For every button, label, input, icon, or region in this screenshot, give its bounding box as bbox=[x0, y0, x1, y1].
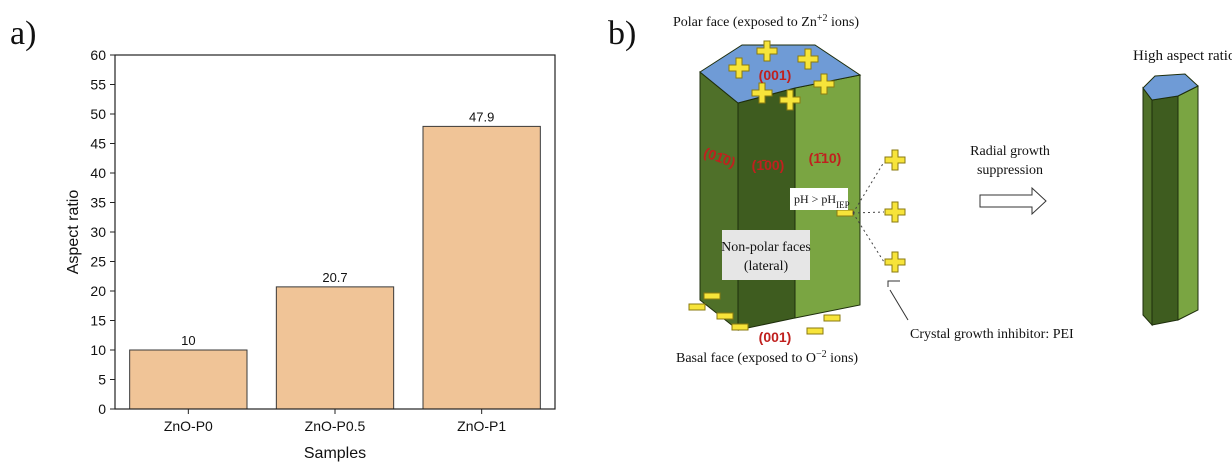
bar bbox=[129, 349, 248, 410]
nonpolar-box bbox=[722, 230, 810, 280]
y-tick-label: 10 bbox=[90, 342, 106, 358]
prism-face bbox=[1177, 85, 1199, 321]
prism-face bbox=[1142, 86, 1153, 327]
y-tick-label: 0 bbox=[98, 401, 106, 417]
arrow bbox=[979, 186, 1047, 216]
y-tick-label: 50 bbox=[90, 106, 106, 122]
polar-face-label: Polar face (exposed to Zn+2 ions) bbox=[673, 13, 859, 31]
nonpolar-label: Non-polar faces bbox=[721, 240, 811, 255]
inhibitor-label: Crystal growth inhibitor: PEI bbox=[910, 327, 1074, 342]
bracket bbox=[887, 280, 900, 287]
basal-face-label: Basal face (exposed to O−2 ions) bbox=[676, 349, 858, 367]
facet-label: (001) bbox=[759, 67, 792, 83]
facet-label: (001) bbox=[759, 329, 792, 345]
y-tick-label: 15 bbox=[90, 313, 106, 329]
x-tick-label: ZnO-P1 bbox=[457, 418, 506, 434]
y-tick-label: 45 bbox=[90, 136, 106, 152]
prism-top bbox=[1142, 73, 1199, 101]
bar-chart: 0 5 10 15 20 25 30 35 40 45 50 55 60 ZnO-P0 10 ZnO-P0.5… bbox=[90, 47, 556, 434]
connector bbox=[852, 161, 885, 263]
plot-frame bbox=[114, 54, 556, 410]
prism-face bbox=[1151, 95, 1179, 326]
value-label: 47.9 bbox=[469, 109, 494, 124]
facet-label: (1̄10) bbox=[809, 150, 842, 166]
bar bbox=[422, 125, 541, 410]
bar bbox=[275, 286, 395, 410]
y-axis-label: Aspect ratio bbox=[65, 190, 82, 275]
y-tick-label: 20 bbox=[90, 283, 106, 299]
y-tick-label: 60 bbox=[90, 47, 106, 63]
prism-face bbox=[699, 70, 739, 332]
x-axis-label: Samples bbox=[304, 445, 366, 462]
y-tick-label: 25 bbox=[90, 254, 106, 270]
value-label: 20.7 bbox=[322, 270, 347, 285]
ph-box bbox=[790, 188, 848, 210]
high-aspect-label: High aspect ratio bbox=[1133, 48, 1232, 64]
facet-label: (1̄00) bbox=[752, 157, 785, 173]
y-tick-label: 40 bbox=[90, 165, 106, 181]
x-tick-label: ZnO-P0.5 bbox=[305, 418, 366, 434]
ph-label: pH > pHIEP bbox=[794, 192, 850, 210]
y-tick-label: 35 bbox=[90, 195, 106, 211]
pointer bbox=[889, 289, 909, 321]
prism-face bbox=[737, 87, 796, 331]
panel-label: a) bbox=[10, 15, 36, 52]
y-tick-label: 5 bbox=[98, 372, 106, 388]
y-tick-label: 55 bbox=[90, 77, 106, 93]
diagram: Polar face (exposed to Zn+2 ions) (001) … bbox=[673, 13, 1232, 367]
x-tick-label: ZnO-P0 bbox=[164, 418, 213, 434]
nonpolar-label: (lateral) bbox=[744, 259, 789, 274]
radial-label: Radial growth bbox=[970, 144, 1050, 159]
panel-label: b) bbox=[608, 15, 636, 52]
value-label: 10 bbox=[181, 333, 195, 348]
radial-label: suppression bbox=[977, 163, 1043, 178]
y-tick-label: 30 bbox=[90, 224, 106, 240]
